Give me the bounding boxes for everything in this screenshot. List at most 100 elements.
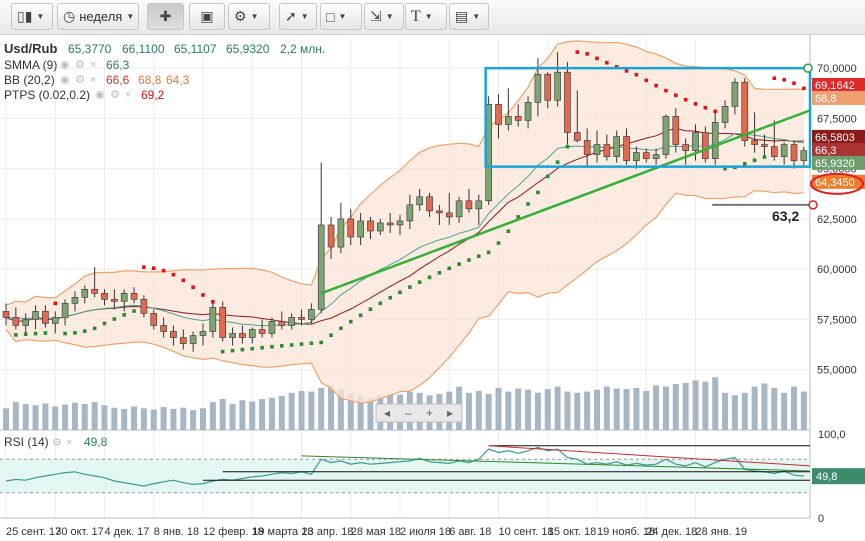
bb-upper-line bbox=[5, 40, 804, 306]
bb-fill bbox=[6, 40, 804, 404]
sar-dot bbox=[368, 307, 373, 312]
sar-dot bbox=[417, 280, 422, 284]
volume-bar bbox=[643, 390, 650, 430]
candle bbox=[209, 303, 217, 338]
scroll-controls: ◂ ‒ + ▸ bbox=[375, 403, 463, 423]
text-button[interactable]: T ▼ bbox=[405, 3, 447, 30]
candle-body bbox=[780, 144, 788, 157]
fibonacci-button[interactable]: ⇲ ▼ bbox=[364, 3, 404, 30]
volume-bar bbox=[505, 391, 512, 430]
sar-dot bbox=[14, 333, 18, 337]
candle-body bbox=[475, 200, 483, 210]
candle bbox=[780, 142, 788, 165]
volume-bar bbox=[288, 392, 295, 430]
crosshair-button[interactable]: ✚ bbox=[147, 3, 184, 30]
volume-bar bbox=[357, 395, 364, 430]
candle-body bbox=[308, 309, 315, 320]
sar-dot bbox=[309, 341, 314, 346]
volume-bar bbox=[219, 399, 226, 430]
sar-dot bbox=[270, 344, 274, 349]
trend-line bbox=[320, 109, 811, 295]
candle-body bbox=[120, 292, 128, 302]
volume-bar bbox=[298, 390, 305, 430]
candle bbox=[2, 303, 10, 326]
eye-icon: ◉ bbox=[60, 59, 70, 71]
price-tag: 69,1642 bbox=[812, 77, 865, 92]
volume-bar bbox=[42, 403, 49, 430]
candles-icon: ▯▮ bbox=[17, 8, 33, 24]
candle bbox=[130, 287, 138, 304]
candle bbox=[455, 196, 463, 223]
volume-bar bbox=[229, 403, 236, 430]
sar-dot bbox=[289, 343, 294, 347]
candle-body bbox=[711, 122, 719, 159]
close-icon: × bbox=[90, 59, 96, 71]
sar-dot bbox=[211, 299, 215, 304]
sar-dot bbox=[388, 295, 392, 300]
smma-line bbox=[5, 132, 804, 327]
sar-dot bbox=[260, 345, 264, 350]
candle-body bbox=[554, 71, 561, 101]
sar-dot bbox=[201, 293, 205, 297]
price-tag: 65,9320 bbox=[812, 155, 865, 170]
candle bbox=[376, 218, 384, 235]
candle bbox=[111, 289, 118, 310]
close-icon: × bbox=[125, 89, 131, 101]
candle-body bbox=[317, 224, 325, 310]
candle-body bbox=[603, 144, 611, 157]
candle bbox=[583, 128, 591, 167]
candle-body bbox=[101, 292, 108, 300]
sar-dot bbox=[585, 52, 589, 56]
price-tag-label: 66,5803 bbox=[815, 132, 855, 144]
candle-body bbox=[248, 329, 256, 338]
indicator-bb-label: BB (20,2) bbox=[4, 73, 55, 87]
price-tag-bg bbox=[812, 142, 865, 157]
period-button[interactable]: ◷ неделя ▼ bbox=[57, 3, 139, 30]
sar-dot bbox=[713, 109, 717, 114]
price-tag: 66,5803 bbox=[812, 129, 865, 144]
candle bbox=[42, 305, 49, 328]
sar-dot bbox=[477, 254, 481, 258]
price-tick-label: 62,5000 bbox=[817, 214, 857, 226]
drawings[interactable]: 63,2 ◂ ‒ + ▸ bbox=[320, 63, 818, 423]
candle-body bbox=[662, 116, 670, 155]
volume-bar bbox=[308, 391, 315, 430]
legend-icons[interactable]: ◉ ⚙ × ◉ ⚙ × ◉ ⚙ × ⚙ × bbox=[52, 59, 131, 449]
zoom-button[interactable]: ▣ bbox=[189, 3, 225, 30]
price-axis: 70,000067,500065,000062,500060,000057,50… bbox=[810, 63, 865, 377]
candle-body bbox=[386, 222, 394, 226]
sar-dot bbox=[457, 262, 461, 266]
candle bbox=[347, 208, 355, 246]
price-tag-bg bbox=[812, 129, 865, 144]
price-chart[interactable]: 63,2◂‒+▸ 70,000067,500065,000062,500060,… bbox=[0, 34, 865, 541]
chart-type-button[interactable]: ▯▮ ▼ bbox=[11, 3, 53, 30]
gear-icon: ⚙ bbox=[75, 74, 85, 86]
candle-body bbox=[22, 319, 30, 326]
volume-bar bbox=[160, 407, 167, 430]
chevron-down-icon: ▼ bbox=[338, 12, 347, 21]
chevron-down-icon: ▼ bbox=[36, 12, 45, 21]
volume-bar bbox=[525, 389, 532, 430]
shapes-button[interactable]: □ ▼ bbox=[320, 3, 362, 30]
sar-dot bbox=[63, 331, 67, 336]
candle-body bbox=[751, 140, 758, 145]
volume-bar bbox=[131, 406, 138, 430]
sar-dot bbox=[575, 50, 580, 54]
sar-dot bbox=[634, 72, 639, 77]
candle bbox=[613, 130, 621, 163]
sar-dot bbox=[43, 331, 48, 335]
candle-body bbox=[505, 116, 512, 125]
candle-body bbox=[623, 136, 630, 161]
candle-body bbox=[465, 200, 473, 210]
rsi-tick-label: 0 bbox=[818, 513, 824, 525]
price-tag-bg bbox=[812, 77, 865, 92]
indicators-button[interactable]: ⚙ ▼ bbox=[228, 3, 270, 30]
volume-bar bbox=[32, 405, 39, 430]
sar-dot bbox=[486, 250, 491, 255]
image-icon: ▤ bbox=[455, 8, 469, 24]
draw-line-button[interactable]: ➚ ▼ bbox=[279, 3, 317, 30]
sar-dot bbox=[605, 60, 609, 65]
image-button[interactable]: ▤ ▼ bbox=[449, 3, 489, 30]
candle bbox=[603, 134, 611, 161]
volume-bar bbox=[682, 382, 689, 430]
